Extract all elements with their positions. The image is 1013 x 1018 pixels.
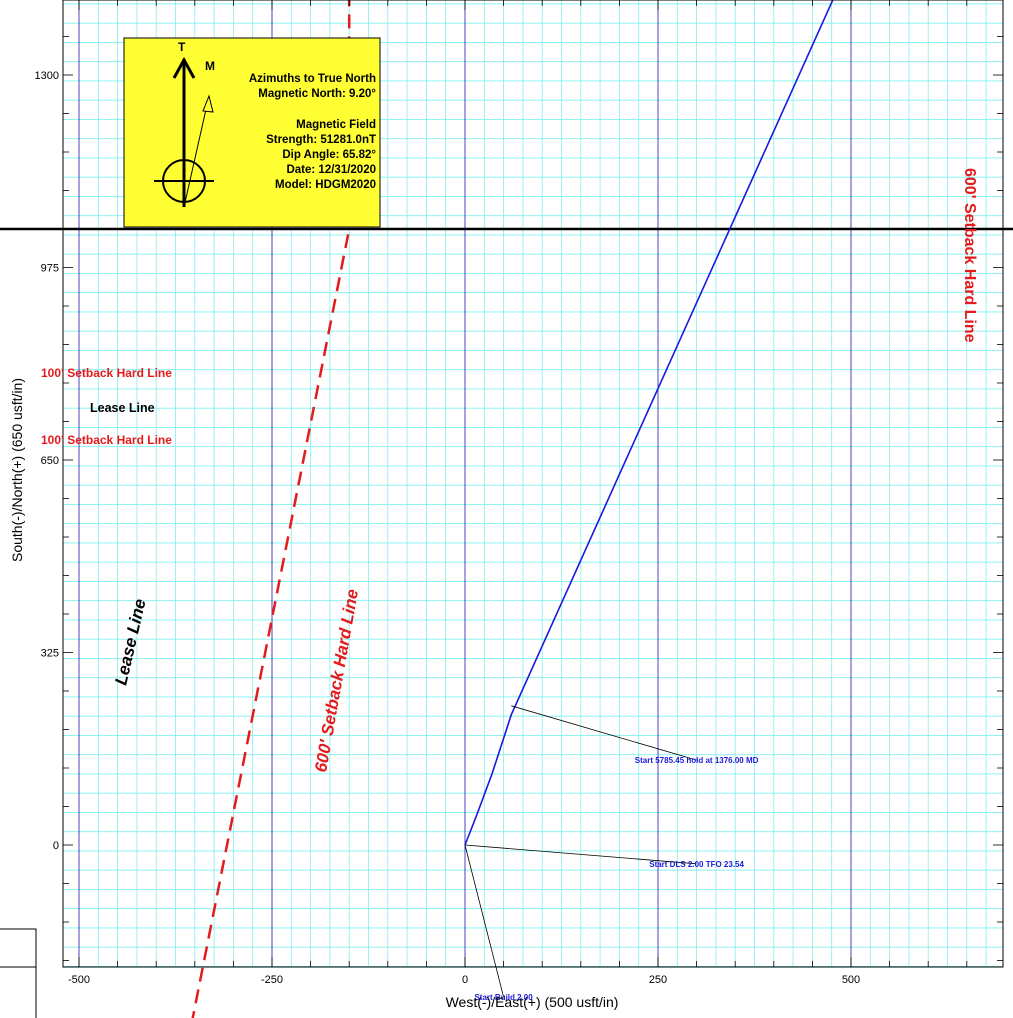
mag-marker: M [205,59,215,73]
plot-border [62,0,1004,968]
annotations: Start Build 2.00 Start DLS 2.00 TFO 23.54… [464,705,759,1002]
setback-100-top-label: 100' Setback Hard Line [41,366,172,380]
annotation-leader [464,844,697,865]
annotation-label: Start 5785.45 hold at 1376.00 MD [635,756,759,765]
y-tick-label: 1300 [35,70,59,82]
true-marker: T [178,40,186,54]
x-tick-label: 500 [842,974,860,986]
axis-ticks [63,0,1003,967]
annotation-leader [511,705,697,761]
info-strength: Strength: 51281.0nT [266,134,376,146]
x-axis-title: West(-)/East(+) (500 usft/in) [446,994,619,1010]
wellpath-line [464,0,834,846]
info-date: Date: 12/31/2020 [286,164,376,176]
info-box: T M Azimuths to True North Magnetic Nort… [123,37,381,228]
info-field-title: Magnetic Field [296,119,376,131]
y-tick-label: 325 [41,648,59,660]
y-tick-label: 975 [41,263,59,275]
info-magnetic-north: Magnetic North: 9.20° [258,88,376,100]
x-tick-label: 0 [462,974,468,986]
x-tick-labels: -1000-750-500-250025050075010001250 [68,974,860,986]
info-title: Azimuths to True North [249,73,376,85]
x-tick-label: -250 [261,974,283,986]
annotation-leader [464,844,504,998]
setback-100-bottom-label: 100' Setback Hard Line [41,433,172,447]
magnetic-north-arrowhead [202,94,214,113]
setback-line [191,0,351,1018]
info-box-background [123,37,381,228]
wellpath-series [464,0,834,846]
true-north-arrowhead [172,56,196,79]
x-tick-label: -500 [68,974,90,986]
frame-fragment [0,928,37,1018]
y-tick-label: 650 [41,455,59,467]
annotation-label: Start DLS 2.00 TFO 23.54 [649,860,744,869]
info-model: Model: HDGM2020 [275,179,376,191]
lease-line-label: Lease Line [90,401,155,415]
x-tick-label: 250 [649,974,667,986]
setback-600-right-label: 600' Setback Hard Line [961,168,978,343]
y-axis-title: South(-)/North(+) (650 usft/in) [9,378,25,562]
y-tick-labels: -325032565097513001625195022752600 [35,70,59,852]
annotation-label: Start Build 2.00 [474,993,533,1002]
magnetic-north-arrow [183,95,210,208]
y-tick-label: 0 [53,840,59,852]
info-dip: Dip Angle: 65.82° [282,149,376,161]
